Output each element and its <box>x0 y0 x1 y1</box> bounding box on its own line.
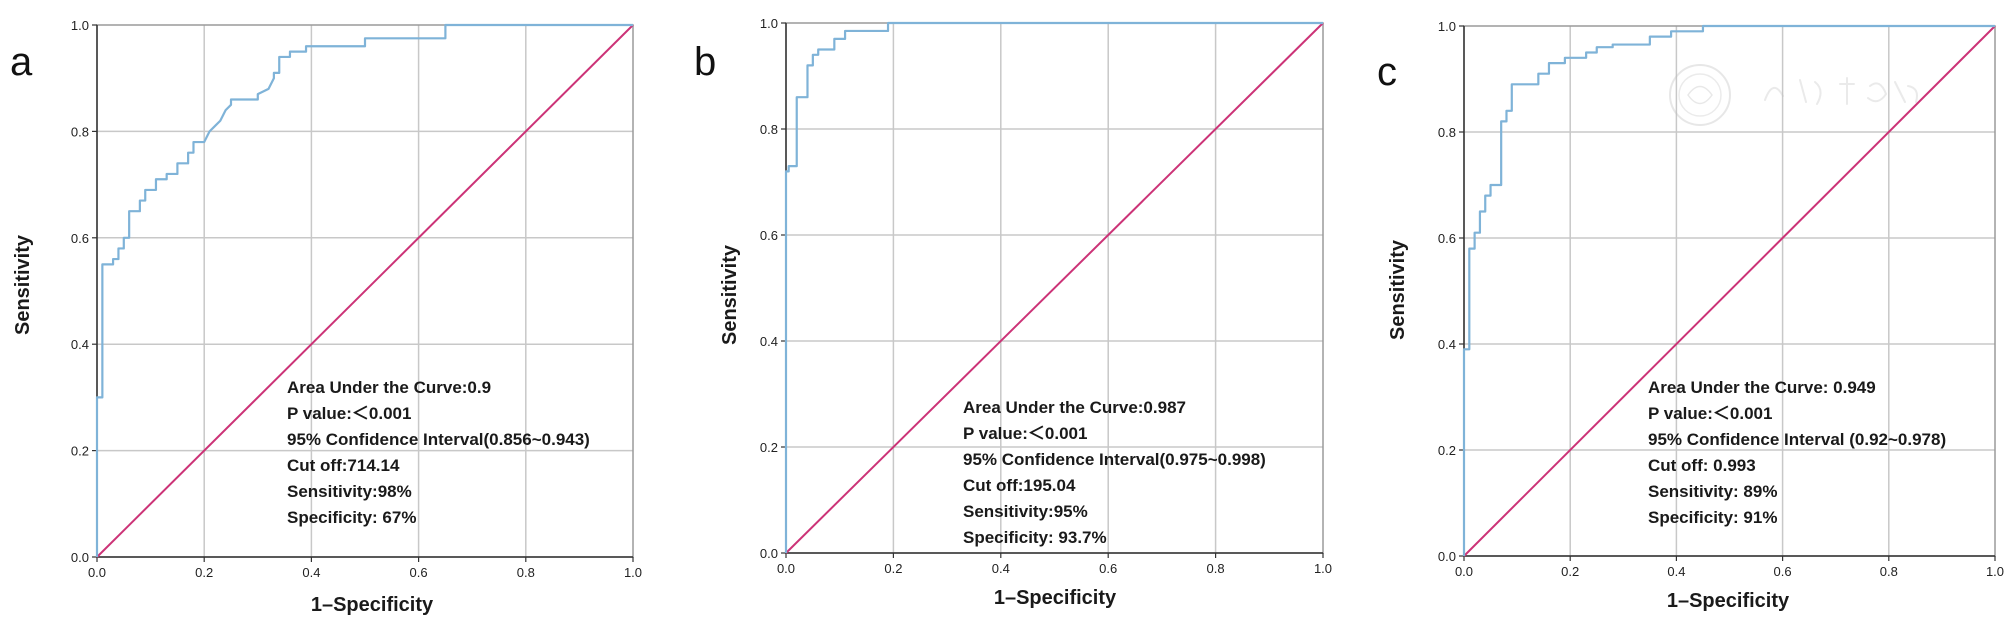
panel-a-x-tick-label-4: 0.8 <box>517 565 535 580</box>
panel-c-x-tick-label-1: 0.2 <box>1561 564 1579 579</box>
panel-b-sensitivity-text: Sensitivity:95% <box>963 502 1088 521</box>
panel-b-y-tick-label-2: 0.4 <box>760 334 778 349</box>
panel-b-letter: b <box>694 40 716 84</box>
panel-a-y-tick-label-0: 0.0 <box>71 550 89 565</box>
panel-c: c 0.00.0 0.2 0.2 0.4 0.4 0.6 0.6 0.8 0.8 1.0 1.0 1… <box>1377 19 2004 612</box>
panel-a-auc-text: Area Under the Curve:0.9 <box>287 378 491 397</box>
panel-a-sensitivity-text: Sensitivity:98% <box>287 482 412 501</box>
panel-c-p-value-text: P value:＜0.001 <box>1648 404 1772 423</box>
panel-c-y-tick-label-1: 0.2 <box>1438 443 1456 458</box>
panel-b: b 0.00.0 0.2 0.2 0.4 0.4 0.6 0.6 0.8 0.8 1.0 1.0 1… <box>694 16 1332 609</box>
panel-a-x-tick-label-1: 0.2 <box>195 565 213 580</box>
panel-c-y-tick-label-4: 0.8 <box>1438 125 1456 140</box>
panel-a-x-tick-label-2: 0.4 <box>302 565 320 580</box>
panel-a-y-tick-label-5: 1.0 <box>71 18 89 33</box>
panel-c-y-tick-label-2: 0.4 <box>1438 337 1456 352</box>
panel-a-ci-text: 95% Confidence Interval(0.856~0.943) <box>287 430 590 449</box>
panel-b-y-axis-title: Sensitivity <box>719 244 741 345</box>
panel-c-cutoff-text: Cut off: 0.993 <box>1648 456 1756 475</box>
panel-c-annotation: Area Under the Curve: 0.949 P value:＜0.0… <box>1648 378 1946 527</box>
panel-a-y-tick-label-4: 0.8 <box>71 124 89 139</box>
panel-a-y-tick-label-1: 0.2 <box>71 444 89 459</box>
panel-a-p-value-text: P value:＜0.001 <box>287 404 411 423</box>
panel-a-x-tick-label-5: 1.0 <box>624 565 642 580</box>
panel-c-x-tick-label-3: 0.6 <box>1774 564 1792 579</box>
panel-a: a 0.00.0 0.2 0.2 0.4 0.4 0.6 0.6 0.8 0.8 1.0 1.0 1… <box>10 18 642 616</box>
panel-a-letter: a <box>10 40 33 84</box>
panel-c-x-axis-title: 1–Specificity <box>1667 590 1790 612</box>
panel-b-y-tick-label-0: 0.0 <box>760 546 778 561</box>
panel-b-y-tick-label-4: 0.8 <box>760 122 778 137</box>
panel-c-y-axis-title: Sensitivity <box>1387 239 1409 340</box>
panel-b-x-tick-label-0: 0.0 <box>777 561 795 576</box>
panel-b-x-tick-label-2: 0.4 <box>992 561 1010 576</box>
panel-c-reference-line <box>1463 25 1996 557</box>
panel-c-x-tick-label-4: 0.8 <box>1880 564 1898 579</box>
panel-b-cutoff-text: Cut off:195.04 <box>963 476 1076 495</box>
panel-c-x-tick-label-2: 0.4 <box>1667 564 1685 579</box>
panel-b-x-tick-label-5: 1.0 <box>1314 561 1332 576</box>
panel-b-auc-text: Area Under the Curve:0.987 <box>963 398 1186 417</box>
panel-a-annotation: Area Under the Curve:0.9 P value:＜0.001 … <box>287 378 590 527</box>
panel-b-x-tick-label-1: 0.2 <box>884 561 902 576</box>
panel-c-roc-curve <box>1462 24 1995 556</box>
panel-b-y-tick-label-5: 1.0 <box>760 16 778 31</box>
panel-b-x-tick-label-3: 0.6 <box>1099 561 1117 576</box>
panel-a-y-tick-label-2: 0.4 <box>71 337 89 352</box>
panel-a-y-tick-label-3: 0.6 <box>71 231 89 246</box>
panel-a-x-tick-label-3: 0.6 <box>410 565 428 580</box>
panel-c-y-tick-label-5: 1.0 <box>1438 19 1456 34</box>
panel-c-ci-text: 95% Confidence Interval (0.92~0.978) <box>1648 430 1946 449</box>
panel-c-x-tick-label-0: 0.0 <box>1455 564 1473 579</box>
panel-b-x-axis-title: 1–Specificity <box>994 587 1117 609</box>
panel-b-reference-line <box>785 22 1324 554</box>
panel-a-plot: 0.00.0 0.2 0.2 0.4 0.4 0.6 0.6 0.8 0.8 1.0 1.0 <box>71 18 642 580</box>
panel-c-plot: 0.00.0 0.2 0.2 0.4 0.4 0.6 0.6 0.8 0.8 1.0 1.0 <box>1438 19 2004 579</box>
panel-a-cutoff-text: Cut off:714.14 <box>287 456 400 475</box>
panel-a-specificity-text: Specificity: 67% <box>287 508 416 527</box>
panel-c-letter: c <box>1377 50 1397 94</box>
panel-c-sensitivity-text: Sensitivity: 89% <box>1648 482 1777 501</box>
panel-a-reference-line <box>96 24 634 558</box>
panel-c-x-tick-label-5: 1.0 <box>1986 564 2004 579</box>
panel-b-plot: 0.00.0 0.2 0.2 0.4 0.4 0.6 0.6 0.8 0.8 1.0 1.0 <box>760 16 1332 576</box>
panel-c-y-tick-label-0: 0.0 <box>1438 549 1456 564</box>
panel-b-y-tick-label-1: 0.2 <box>760 440 778 455</box>
panel-c-specificity-text: Specificity: 91% <box>1648 508 1777 527</box>
panel-b-annotation: Area Under the Curve:0.987 P value:＜0.00… <box>963 398 1266 547</box>
panel-a-roc-curve <box>95 23 633 557</box>
panel-c-auc-text: Area Under the Curve: 0.949 <box>1648 378 1876 397</box>
panel-b-roc-curve <box>784 21 1323 553</box>
panel-c-y-tick-label-3: 0.6 <box>1438 231 1456 246</box>
panel-a-x-axis-title: 1–Specificity <box>311 594 434 616</box>
panel-b-ci-text: 95% Confidence Interval(0.975~0.998) <box>963 450 1266 469</box>
panel-b-specificity-text: Specificity: 93.7% <box>963 528 1107 547</box>
watermark-seal-icon <box>1669 64 1918 126</box>
panel-b-p-value-text: P value:＜0.001 <box>963 424 1087 443</box>
panel-b-y-tick-label-3: 0.6 <box>760 228 778 243</box>
panel-b-x-tick-label-4: 0.8 <box>1207 561 1225 576</box>
panel-a-y-axis-title: Sensitivity <box>12 234 34 335</box>
panel-a-x-tick-label-0: 0.0 <box>88 565 106 580</box>
